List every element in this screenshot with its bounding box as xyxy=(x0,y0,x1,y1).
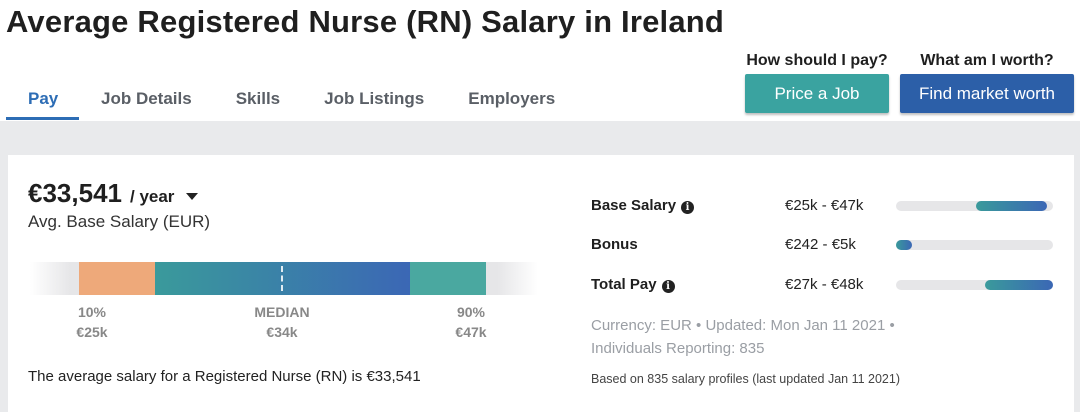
total-pay-label: Total Pay i xyxy=(591,276,675,293)
tab-job-details[interactable]: Job Details xyxy=(101,89,192,108)
bonus-range: €242 - €5k xyxy=(785,236,856,253)
pay-period-selector[interactable]: / year xyxy=(130,187,175,206)
info-icon[interactable]: i xyxy=(681,201,695,214)
salary-range-bar xyxy=(30,262,538,295)
median-label: MEDIAN xyxy=(254,304,310,320)
tab-job-listings[interactable]: Job Listings xyxy=(324,89,425,108)
salary-profiles-footnote: Based on 835 salary profiles (last updat… xyxy=(591,372,900,386)
individuals-reporting-text: Individuals Reporting: 835 xyxy=(591,340,765,357)
price-job-group: How should I pay? Price a Job xyxy=(745,52,889,113)
base-salary-label: Base Salary i xyxy=(591,197,695,214)
percentile-90-label: 90% xyxy=(456,304,486,320)
salary-summary-text: The average salary for a Registered Nurs… xyxy=(28,368,421,385)
tab-employers[interactable]: Employers xyxy=(468,89,556,108)
currency-updated-text: Currency: EUR • Updated: Mon Jan 11 2021… xyxy=(591,317,895,334)
price-a-job-button[interactable]: Price a Job xyxy=(745,74,889,113)
base-salary-bar-track xyxy=(896,201,1053,211)
info-icon[interactable]: i xyxy=(661,280,675,293)
tab-skills[interactable]: Skills xyxy=(235,89,281,108)
percentile-10-value: €25k xyxy=(76,324,108,340)
range-segment-low xyxy=(79,262,155,295)
total-pay-bar-track xyxy=(896,280,1053,290)
market-worth-group: What am I worth? Find market worth xyxy=(900,52,1074,113)
bonus-bar-track xyxy=(896,240,1053,250)
median-marker xyxy=(281,266,283,291)
range-segment-high xyxy=(410,262,486,295)
total-pay-bar-fill xyxy=(985,280,1053,290)
bonus-bar-fill xyxy=(896,240,912,250)
page-title: Average Registered Nurse (RN) Salary in … xyxy=(6,4,725,39)
average-salary-amount: €33,541 xyxy=(28,178,122,208)
pay-question-label: How should I pay? xyxy=(746,52,888,69)
worth-question-label: What am I worth? xyxy=(920,52,1054,69)
total-pay-label-text: Total Pay xyxy=(591,276,657,293)
percentile-10-label: 10% xyxy=(77,304,107,320)
base-salary-bar-fill xyxy=(976,201,1047,211)
find-market-worth-button[interactable]: Find market worth xyxy=(900,74,1074,113)
base-salary-range: €25k - €47k xyxy=(785,197,864,214)
avg-base-salary-label: Avg. Base Salary (EUR) xyxy=(28,212,211,231)
percentile-90-value: €47k xyxy=(455,324,487,340)
total-pay-range: €27k - €48k xyxy=(785,276,864,293)
caret-down-icon[interactable] xyxy=(186,193,198,200)
bonus-label: Bonus xyxy=(591,236,638,253)
tab-pay[interactable]: Pay xyxy=(6,84,79,120)
base-salary-label-text: Base Salary xyxy=(591,197,677,214)
median-value: €34k xyxy=(266,324,298,340)
tab-bar: Pay Job Details Skills Job Listings Empl… xyxy=(6,84,577,120)
